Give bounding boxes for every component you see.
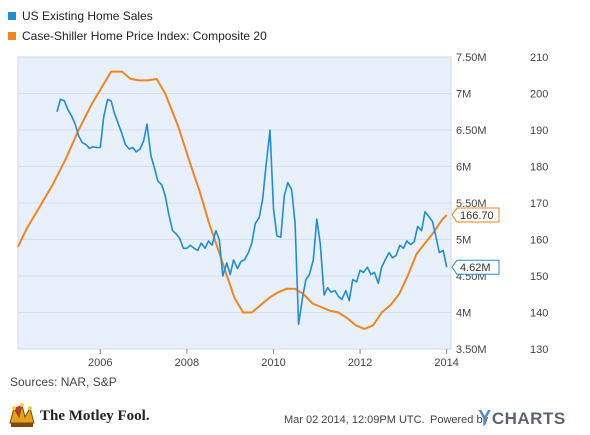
legend-label-home-sales: US Existing Home Sales xyxy=(22,9,153,23)
timestamp: Mar 02 2014, 12:09PM UTC. xyxy=(284,414,425,426)
right-axis-tick-label: 140 xyxy=(530,308,548,320)
series-group xyxy=(17,70,448,330)
left-axis-tick-label: 6.50M xyxy=(456,125,487,137)
x-tick-label: 2008 xyxy=(175,357,199,369)
legend-swatch-home-sales xyxy=(8,12,16,20)
right-axis-tick-label: 160 xyxy=(530,235,548,247)
jester-hat-icon xyxy=(9,403,35,427)
legend-item-home-sales[interactable]: US Existing Home Sales xyxy=(8,8,267,24)
end-label-text: 166.70 xyxy=(460,210,494,222)
left-axis-tick-label: 7.50M xyxy=(456,52,487,64)
right-axis-tick-label: 180 xyxy=(530,162,548,174)
legend-swatch-case-shiller xyxy=(8,32,16,40)
end-labels: 4.62M 166.70 xyxy=(451,207,500,275)
end-label-home-sales: 4.62M xyxy=(451,259,500,275)
left-axis-tick-label: 6M xyxy=(456,162,471,174)
left-axis-tick-label: 5M xyxy=(456,235,471,247)
logo-text: The Motley Fool. xyxy=(40,407,150,424)
legend-label-case-shiller: Case-Shiller Home Price Index: Composite… xyxy=(22,29,267,43)
series-line-case-shiller[interactable] xyxy=(17,70,448,330)
ycharts-logo-y: Y xyxy=(478,407,492,429)
x-tick-label: 2012 xyxy=(348,357,372,369)
legend-item-case-shiller[interactable]: Case-Shiller Home Price Index: Composite… xyxy=(8,28,267,44)
x-tick-label: 2010 xyxy=(261,357,285,369)
powered-by-label: Powered by xyxy=(430,414,489,426)
ycharts-logo[interactable]: YCHARTS xyxy=(478,407,566,430)
right-axis-tick-label: 150 xyxy=(530,271,548,283)
left-axis-tick-label: 4M xyxy=(456,308,471,320)
ycharts-logo-rest: CHARTS xyxy=(491,409,566,428)
grid xyxy=(18,93,451,313)
sources-note: Sources: NAR, S&P xyxy=(10,375,117,389)
left-axis-tick-label: 5.50M xyxy=(456,198,487,210)
right-axis-tick-label: 130 xyxy=(530,344,548,356)
end-label-case-shiller: 166.70 xyxy=(451,207,500,223)
x-tick-label: 2006 xyxy=(88,357,112,369)
legend: US Existing Home Sales Case-Shiller Home… xyxy=(8,8,267,48)
series-line-home-sales[interactable] xyxy=(56,98,448,325)
left-axis-tick-label: 3.50M xyxy=(456,344,487,356)
left-axis-tick-label: 7M xyxy=(456,89,471,101)
footer: The Motley Fool. Mar 02 2014, 12:09PM UT… xyxy=(0,400,590,435)
right-axis-tick-label: 210 xyxy=(530,52,548,64)
end-label-text: 4.62M xyxy=(460,262,491,274)
right-axis-tick-label: 170 xyxy=(530,198,548,210)
x-tick-label: 2014 xyxy=(434,357,458,369)
motley-fool-logo[interactable]: The Motley Fool. xyxy=(8,403,150,429)
right-axis-tick-label: 200 xyxy=(530,89,548,101)
right-axis-tick-label: 190 xyxy=(530,125,548,137)
